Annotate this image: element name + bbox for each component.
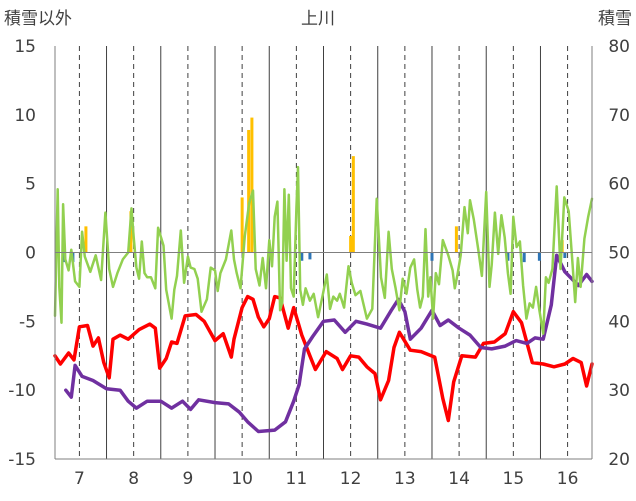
x-tick-label: 16 xyxy=(557,469,579,489)
series-line xyxy=(64,253,594,434)
right-tick-label: 60 xyxy=(608,175,630,195)
bar xyxy=(250,117,254,253)
right-tick-label: 30 xyxy=(608,381,630,401)
x-tick-label: 10 xyxy=(231,469,253,489)
left-tick-label: -10 xyxy=(8,381,36,401)
left-tick-label: 10 xyxy=(14,106,36,126)
left-axis-title: 積雪以外 xyxy=(4,9,72,29)
x-tick-label: 9 xyxy=(182,469,193,489)
right-axis-title: 積雪 xyxy=(598,9,632,29)
bar xyxy=(430,252,434,261)
bar xyxy=(506,252,510,261)
series-line xyxy=(53,294,594,423)
right-tick-label: 80 xyxy=(608,37,630,57)
left-tick-label: -5 xyxy=(19,312,36,332)
axis-layer xyxy=(54,46,593,460)
chart-title: 上川 xyxy=(301,9,335,29)
bar xyxy=(300,252,304,261)
series-line xyxy=(53,165,594,335)
bar xyxy=(349,235,353,253)
bar xyxy=(537,252,541,261)
right-tick-label: 50 xyxy=(608,244,630,264)
bar xyxy=(522,252,526,263)
bar xyxy=(454,226,458,253)
x-tick-label: 7 xyxy=(74,469,85,489)
left-tick-label: 0 xyxy=(25,244,36,264)
bar xyxy=(563,252,567,259)
x-tick-label: 11 xyxy=(286,469,308,489)
right-tick-label: 70 xyxy=(608,106,630,126)
bar xyxy=(247,129,251,253)
series-layer xyxy=(53,165,594,434)
right-tick-label: 20 xyxy=(608,450,630,470)
left-tick-label: -15 xyxy=(8,450,36,470)
bar xyxy=(240,197,244,253)
left-tick-label: 5 xyxy=(25,175,36,195)
tick-label-layer: -15 -10 -5 0 5 10 15 20 30 40 50 60 70 80 7 8 9 10 11 12 13 1… xyxy=(8,37,630,489)
left-tick-label: 15 xyxy=(14,37,36,57)
bar xyxy=(84,226,88,253)
x-tick-label: 12 xyxy=(340,469,362,489)
x-tick-label: 13 xyxy=(394,469,416,489)
bar xyxy=(308,252,312,260)
bar xyxy=(351,156,355,253)
x-tick-label: 15 xyxy=(503,469,525,489)
right-tick-label: 40 xyxy=(608,312,630,332)
x-tick-label: 8 xyxy=(128,469,139,489)
x-tick-label: 14 xyxy=(448,469,470,489)
